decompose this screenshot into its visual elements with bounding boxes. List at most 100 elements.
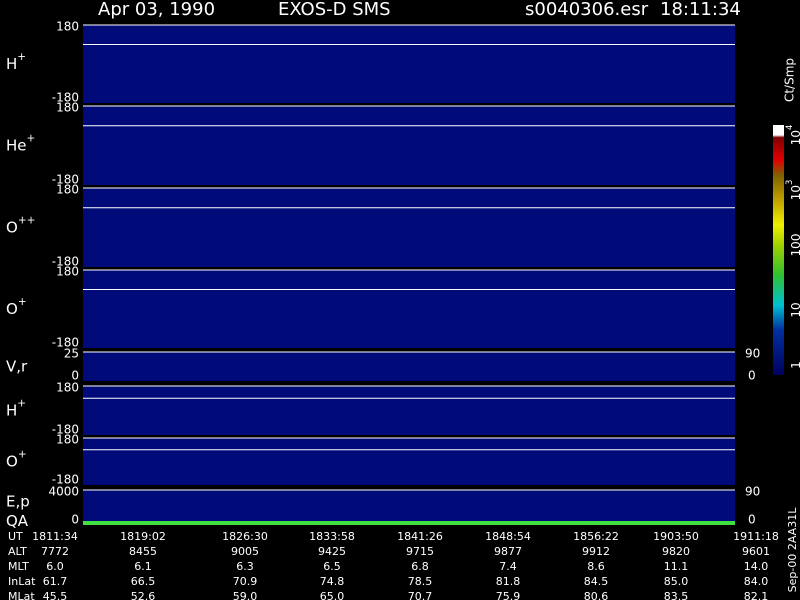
cell: 65.0 — [320, 590, 345, 600]
panel — [83, 188, 735, 267]
panel-label-sup: + — [17, 398, 26, 410]
cell: 61.7 — [43, 575, 68, 588]
panel-label-sup: + — [18, 296, 27, 308]
cell: 83.5 — [664, 590, 689, 600]
panel-label: H+ — [6, 51, 26, 73]
colorbar — [773, 125, 784, 375]
panel-label-sup: + — [17, 51, 26, 63]
cell: 70.9 — [233, 575, 258, 588]
y-tick-label: 180 — [56, 183, 79, 197]
panel-label: O+ — [6, 449, 27, 471]
y2-tick-label: 0 — [748, 369, 756, 383]
panel-label: H+ — [6, 398, 26, 420]
y-tick-label: -180 — [52, 173, 79, 187]
cell: 81.8 — [496, 575, 521, 588]
qa-bar — [83, 521, 735, 525]
y-tick-label: 180 — [56, 20, 79, 34]
y-tick-label: 180 — [56, 381, 79, 395]
cell: 66.5 — [131, 575, 156, 588]
cell: 78.5 — [408, 575, 433, 588]
cell: 74.8 — [320, 575, 345, 588]
cell: 1903:50 — [653, 530, 699, 543]
y-tick-label: 0 — [71, 513, 79, 527]
panel — [83, 25, 735, 103]
colorbar-tick-label-base: 10 — [789, 185, 800, 200]
cell: 7772 — [41, 545, 69, 558]
panel-label: V,r — [6, 357, 28, 375]
cell: 70.7 — [408, 590, 433, 600]
cell: 9425 — [318, 545, 346, 558]
colorbar-tick-label-sup: 4 — [784, 125, 794, 130]
panel-label-base: H — [6, 55, 17, 73]
cell: 59.0 — [233, 590, 258, 600]
row-label: MLat — [8, 590, 35, 600]
y-tick-label: 0 — [71, 369, 79, 383]
cell: 1841:26 — [397, 530, 443, 543]
cell: 85.0 — [664, 575, 689, 588]
header-file: s0040306.esr — [525, 0, 649, 20]
y-tick-label: -180 — [52, 473, 79, 487]
cell: 11.1 — [664, 560, 689, 573]
panel — [83, 106, 735, 185]
panel-label: He+ — [6, 133, 35, 155]
cell: 45.5 — [43, 590, 68, 600]
row-label: InLat — [8, 575, 36, 588]
cell: 6.1 — [134, 560, 152, 573]
panel-label-base: O — [6, 218, 18, 236]
panel-label-sup: + — [27, 133, 36, 145]
y2-tick-label: 90 — [745, 485, 760, 499]
panel-label-base: O — [6, 452, 18, 470]
colorbar-title: Ct/Smp — [783, 58, 797, 102]
colorbar-tick-label: 100 — [789, 234, 800, 257]
panel-label-base: E,p — [6, 492, 30, 510]
colorbar-tick-label-base: 1 — [789, 361, 800, 369]
panel-label: O++ — [6, 215, 35, 237]
cell: 1833:58 — [309, 530, 355, 543]
y-tick-label: 180 — [56, 101, 79, 115]
y-tick-label: 180 — [56, 433, 79, 447]
panel-label-base: He — [6, 136, 27, 154]
cell: 9820 — [662, 545, 690, 558]
panel-label-base: O — [6, 300, 18, 318]
y-tick-label: 180 — [56, 265, 79, 279]
cell: 7.4 — [499, 560, 517, 573]
panel — [83, 438, 735, 485]
footer: Sep-00 2AA31L — [786, 507, 799, 593]
header-instrument: EXOS-D SMS — [278, 0, 391, 20]
cell: 14.0 — [744, 560, 769, 573]
header-date: Apr 03, 1990 — [98, 0, 215, 20]
cell: 6.5 — [323, 560, 341, 573]
panel-label-2: QA — [6, 512, 29, 530]
cell: 9601 — [742, 545, 770, 558]
panel-label-sup: ++ — [18, 215, 36, 227]
colorbar-tick-label: 104 — [784, 125, 800, 146]
y-tick-label: -180 — [52, 91, 79, 105]
cell: 80.6 — [584, 590, 609, 600]
cell: 6.8 — [411, 560, 429, 573]
colorbar-tick-label-base: 100 — [789, 234, 800, 257]
colorbar-tick-label: 103 — [784, 180, 800, 201]
row-label: MLT — [8, 560, 29, 573]
panel — [83, 352, 735, 381]
panel-label: O+ — [6, 296, 27, 318]
y2-tick-label: 0 — [748, 513, 756, 527]
header-time: 18:11:34 — [660, 0, 741, 20]
y-tick-label: 4000 — [48, 485, 79, 499]
cell: 82.1 — [744, 590, 769, 600]
colorbar-tick-label-base: 10 — [789, 302, 800, 317]
cell: 8.6 — [587, 560, 605, 573]
y2-tick-label: 90 — [745, 347, 760, 361]
panel-label: E,p — [6, 492, 30, 510]
y-tick-label: 25 — [64, 347, 79, 361]
cell: 1811:34 — [32, 530, 78, 543]
cell: 84.5 — [584, 575, 609, 588]
colorbar-tick-label-base: 10 — [789, 130, 800, 145]
colorbar-tick-label: 10 — [789, 302, 800, 317]
panel-label-base: H — [6, 401, 17, 419]
cell: 6.0 — [46, 560, 64, 573]
cell: 1819:02 — [120, 530, 166, 543]
row-label: UT — [8, 530, 23, 543]
panel — [83, 270, 735, 348]
cell: 1848:54 — [485, 530, 531, 543]
